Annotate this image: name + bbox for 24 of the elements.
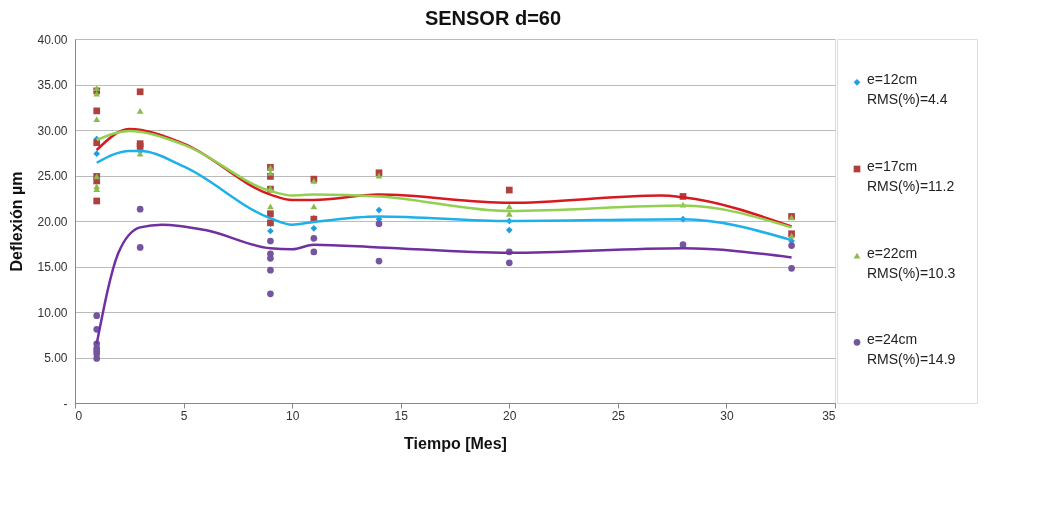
legend-label: e=17cm RMS(%)=11.2: [867, 158, 955, 194]
x-tick-label: 20: [503, 408, 517, 423]
legend-label: e=22cm RMS(%)=10.3: [867, 244, 956, 281]
y-tick-label: 25.00: [37, 169, 68, 183]
y-axis-title: Deflexión µm: [8, 171, 26, 272]
legend-label: e=12cm RMS(%)=4.4: [867, 71, 948, 108]
x-tick-label: 15: [394, 408, 409, 423]
y-tick-label: 35.00: [37, 78, 68, 92]
x-tick-label: 30: [720, 408, 734, 423]
y-tick-label: 15.00: [37, 260, 68, 274]
x-tick-label: 5: [180, 408, 188, 423]
x-tick-label: 25: [611, 408, 626, 423]
y-tick-label: 20.00: [37, 214, 68, 229]
x-tick-label: 35: [822, 408, 836, 423]
chart-title: SENSOR d=60: [424, 6, 562, 29]
x-axis-title: Tiempo [Mes]: [404, 434, 507, 452]
y-tick-label: -: [63, 396, 68, 411]
x-tick-label: 10: [285, 408, 300, 423]
y-tick-label: 40.00: [37, 32, 68, 47]
legend-label: e=24cm RMS(%)=14.9: [867, 331, 956, 368]
y-tick-label: 10.00: [37, 305, 68, 320]
y-tick-label: 5.00: [44, 351, 68, 365]
y-tick-label: 30.00: [37, 123, 68, 138]
x-tick-label: 0: [75, 408, 83, 423]
